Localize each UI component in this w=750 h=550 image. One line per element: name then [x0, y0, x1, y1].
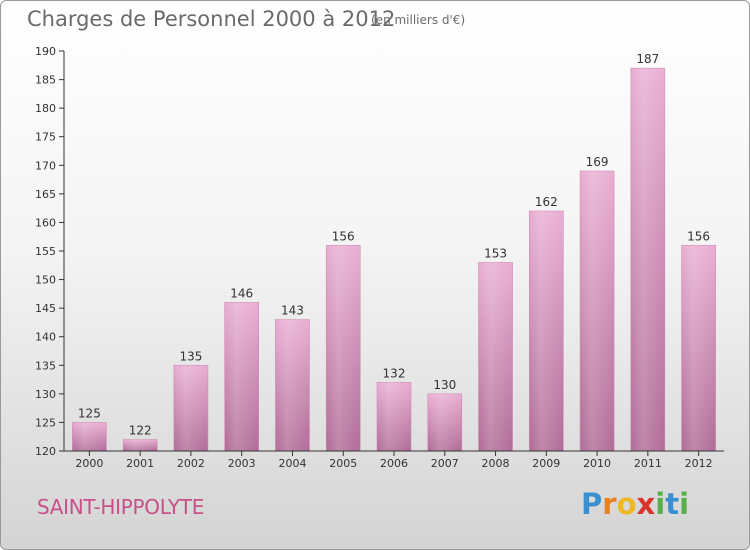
data-label-2002: 135	[179, 349, 202, 363]
y-tick-label-180: 180	[35, 102, 56, 115]
y-tick-label-120: 120	[35, 445, 56, 458]
y-tick-label-170: 170	[35, 159, 56, 172]
x-tick-label-2011: 2011	[634, 457, 662, 470]
bar-shine-2009	[529, 211, 564, 451]
x-tick-label-2012: 2012	[685, 457, 713, 470]
bar-shine-2000	[72, 422, 107, 451]
data-label-2001: 122	[129, 424, 152, 438]
x-tick-label-2003: 2003	[228, 457, 256, 470]
logo-letter: r	[602, 487, 617, 521]
data-label-2009: 162	[535, 195, 558, 209]
x-tick-label-2002: 2002	[177, 457, 205, 470]
data-label-2007: 130	[433, 378, 456, 392]
data-label-2003: 146	[230, 286, 253, 300]
y-tick-label-190: 190	[35, 45, 56, 58]
data-label-2000: 125	[78, 406, 101, 420]
y-tick-label-125: 125	[35, 416, 56, 429]
bar-shine-2008	[478, 262, 513, 451]
data-label-2004: 143	[281, 304, 304, 318]
x-tick-label-2000: 2000	[75, 457, 103, 470]
x-tick-label-2006: 2006	[380, 457, 408, 470]
bar-shine-2002	[173, 365, 208, 451]
logo-letter: i	[655, 487, 666, 521]
data-label-2008: 153	[484, 246, 507, 260]
bar-shine-2005	[326, 245, 361, 451]
chart-title: Charges de Personnel 2000 à 2012	[27, 7, 396, 31]
data-label-2010: 169	[586, 155, 609, 169]
y-tick-label-185: 185	[35, 74, 56, 87]
logo-letter: i	[679, 487, 690, 521]
bar-shine-2003	[224, 302, 259, 451]
logo-letter: P	[581, 487, 603, 521]
y-tick-label-155: 155	[35, 245, 56, 258]
y-tick-label-145: 145	[35, 302, 56, 315]
data-label-2006: 132	[383, 366, 406, 380]
bar-shine-2007	[427, 393, 462, 451]
bar-shine-2011	[630, 68, 665, 452]
bar-shine-2001	[123, 439, 158, 451]
y-tick-label-175: 175	[35, 131, 56, 144]
x-tick-label-2001: 2001	[126, 457, 154, 470]
proxiti-logo: Proxiti	[581, 487, 689, 521]
y-tick-label-135: 135	[35, 359, 56, 372]
logo-letter: t	[665, 487, 680, 521]
bar-shine-2004	[275, 319, 310, 451]
logo-letter: o	[616, 487, 637, 521]
x-tick-label-2007: 2007	[431, 457, 459, 470]
x-tick-label-2004: 2004	[278, 457, 306, 470]
x-tick-label-2010: 2010	[583, 457, 611, 470]
y-tick-label-130: 130	[35, 388, 56, 401]
y-tick-label-140: 140	[35, 331, 56, 344]
y-tick-label-160: 160	[35, 216, 56, 229]
logo-letter: x	[636, 487, 656, 521]
data-label-2012: 156	[687, 229, 710, 243]
bar-shine-2012	[681, 245, 716, 451]
data-label-2005: 156	[332, 229, 355, 243]
bar-shine-2010	[580, 171, 615, 451]
y-tick-label-165: 165	[35, 188, 56, 201]
x-tick-label-2008: 2008	[482, 457, 510, 470]
y-tick-label-150: 150	[35, 274, 56, 287]
city-name: SAINT-HIPPOLYTE	[37, 495, 205, 519]
x-tick-label-2005: 2005	[329, 457, 357, 470]
bar-shine-2006	[377, 382, 411, 451]
x-tick-label-2009: 2009	[532, 457, 560, 470]
chart-subtitle: (en milliers d'€)	[371, 13, 466, 27]
data-label-2011: 187	[636, 52, 659, 66]
